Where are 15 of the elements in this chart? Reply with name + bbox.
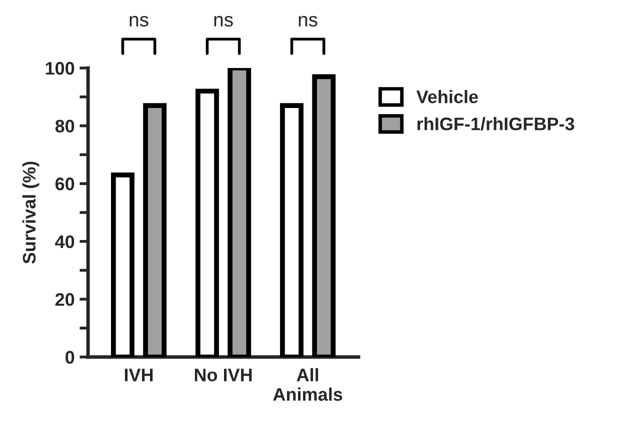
text: ns [214, 16, 233, 27]
y-tick-label: 100 [46, 62, 74, 75]
x-tick-label: No IVH [194, 368, 252, 382]
legend-label: Vehicle [416, 90, 478, 104]
y-tick-label: 80 [55, 120, 74, 133]
x-tick-label: All Animals [273, 368, 342, 401]
x-tick-label: IVH [124, 368, 153, 382]
y-tick-label: 0 [66, 350, 74, 364]
legend-label: rhIGF-1/rhIGFBP-3 [417, 117, 574, 130]
y-tick-label: 40 [55, 235, 74, 248]
y-axis-title: Survival (%) [22, 162, 40, 264]
text: ns [298, 16, 318, 27]
y-tick-label: 20 [55, 293, 74, 306]
y-tick-label: 60 [55, 178, 74, 190]
text: ns [130, 16, 148, 27]
